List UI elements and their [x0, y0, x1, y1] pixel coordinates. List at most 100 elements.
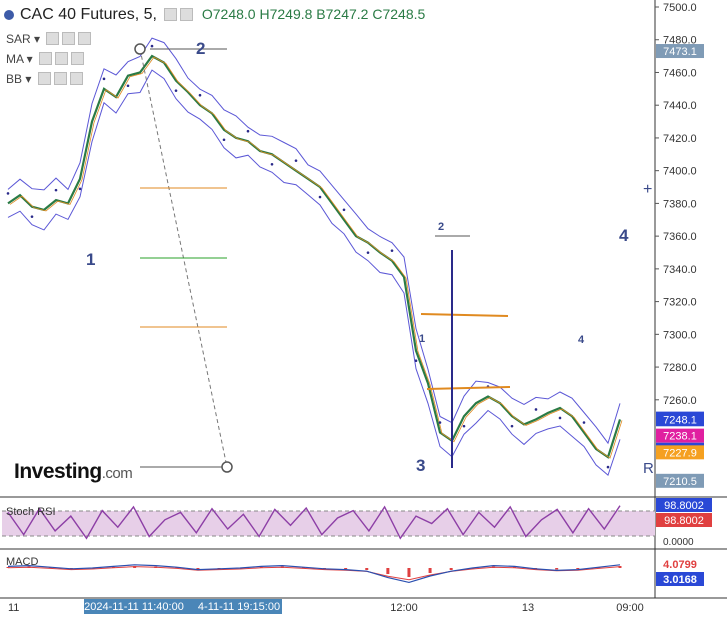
price-tick-label: 7380.0 [663, 198, 697, 210]
price-tick-label: 7360.0 [663, 231, 697, 243]
sar-dot [366, 251, 370, 254]
price-tick-label: 7400.0 [663, 166, 697, 178]
close-icon[interactable] [78, 32, 92, 45]
level-line-orange-a [420, 313, 509, 317]
price-tag-bg [656, 445, 704, 460]
sar-dot [150, 44, 154, 48]
sar-dot [126, 84, 130, 88]
close-value: C7248.5 [372, 6, 426, 22]
sar-dot [558, 416, 562, 420]
sar-dot [606, 465, 610, 469]
sar-dot [54, 188, 58, 192]
wave-label: 2 [438, 221, 444, 233]
gear-icon[interactable] [62, 32, 76, 45]
macd-value-tag [656, 557, 704, 571]
sar-dot [102, 77, 106, 81]
price-tick-label: 7320.0 [663, 297, 697, 309]
price-tag-label: 7227.9 [663, 447, 697, 459]
price-tick-label: 7480.0 [663, 35, 697, 47]
sar-dot [318, 195, 322, 199]
fib-handle-start [134, 43, 146, 55]
time-range-end: 4-11-11 19:15:00 [198, 601, 280, 613]
stoch-axis-label: 0.0000 [663, 537, 694, 548]
indicator-ma[interactable]: MA ▾ [6, 52, 85, 66]
close-icon[interactable] [69, 72, 83, 85]
plus-marker: + [643, 181, 652, 198]
stoch-value-label: 98.8002 [664, 515, 704, 527]
indicator-sar[interactable]: SAR ▾ [6, 32, 92, 46]
macd-value-label: 4.0799 [663, 559, 697, 571]
interval: 5 [143, 6, 153, 23]
sar-dot [270, 163, 274, 166]
indicator-bb[interactable]: BB ▾ [6, 72, 83, 86]
time-tick-label: 13 [522, 602, 534, 614]
price-tick-label: 7280.0 [663, 362, 697, 374]
stoch-value-tag [656, 513, 712, 527]
sar-dot [414, 359, 418, 363]
time-tick-label: 12:00 [390, 602, 418, 614]
close-icon[interactable] [71, 52, 85, 65]
eye-icon[interactable] [46, 32, 60, 45]
gear-icon[interactable] [180, 8, 194, 21]
stoch-rsi-line [7, 505, 621, 540]
sar-dot [222, 138, 226, 142]
price-tick-label: 7300.0 [663, 329, 697, 341]
instrument-name: CAC 40 Futures [20, 6, 135, 23]
price-tick-label: 7500.0 [663, 2, 697, 14]
price-tick-label: 7260.0 [663, 395, 697, 407]
sar-dot [462, 424, 466, 428]
stoch-band [2, 511, 655, 536]
settings-icon[interactable] [164, 8, 178, 21]
wave-label: 4 [578, 334, 585, 346]
time-range-marker [84, 599, 282, 614]
macd-label: MACD [6, 556, 39, 568]
price-tag-label: 7473.1 [663, 46, 697, 58]
wave-label: 4 [619, 226, 629, 245]
open-value: O7248.0 [201, 6, 256, 22]
eye-icon[interactable] [39, 52, 53, 65]
price-tick-label: 7460.0 [663, 67, 697, 79]
price-tag-bg [656, 428, 704, 443]
price-tag-label: 7248.1 [663, 414, 697, 426]
gear-icon[interactable] [53, 72, 67, 85]
sar-dot [390, 249, 394, 252]
price-tag-label: 7238.1 [663, 431, 697, 443]
eye-icon[interactable] [37, 72, 51, 85]
sar-dot [342, 208, 346, 212]
level-line-orange-b [426, 386, 511, 390]
price-tag-bg [656, 44, 704, 59]
price-tag-bg [656, 412, 704, 427]
stoch-rsi-label: Stoch RSI [6, 506, 56, 518]
sar-dot [78, 187, 82, 191]
r-marker: R [643, 460, 654, 477]
sar-dot [582, 421, 586, 424]
ohlc-readout: O7248.0 H7249.8 B7247.2 C7248.5 [202, 6, 425, 22]
gear-icon[interactable] [55, 52, 69, 65]
macd-signal-line [7, 566, 621, 581]
chart-header: CAC 40 Futures, 5, O7248.0 H7249.8 B7247… [4, 6, 425, 24]
sar-dot [6, 192, 10, 195]
time-range-start: 2024-11-11 11:40:00 [84, 601, 184, 613]
macd-value-label: 3.0168 [663, 574, 697, 586]
price-tag-label: 7210.5 [663, 476, 697, 488]
wave-label: 1 [86, 250, 95, 269]
price-tag-bg [656, 473, 704, 488]
moving-average [9, 56, 623, 459]
price-tick-label: 7440.0 [663, 100, 697, 112]
sar-dot [438, 421, 442, 424]
high-value: H7249.8 [259, 6, 313, 22]
macd-value-tag [656, 572, 704, 586]
wave-label: 1 [419, 333, 425, 345]
price-tick-label: 7340.0 [663, 264, 697, 276]
live-dot-icon [4, 10, 14, 20]
sar-dot [246, 129, 250, 133]
low-value: B7247.2 [316, 6, 369, 22]
sar-dot [534, 408, 538, 411]
sar-dot [174, 89, 178, 92]
wave-label: 3 [416, 456, 425, 475]
time-tick-label: 09:00 [616, 602, 644, 614]
stoch-value-label: 98.8002 [664, 500, 704, 512]
macd-line [7, 564, 621, 584]
sar-dot [198, 93, 202, 97]
